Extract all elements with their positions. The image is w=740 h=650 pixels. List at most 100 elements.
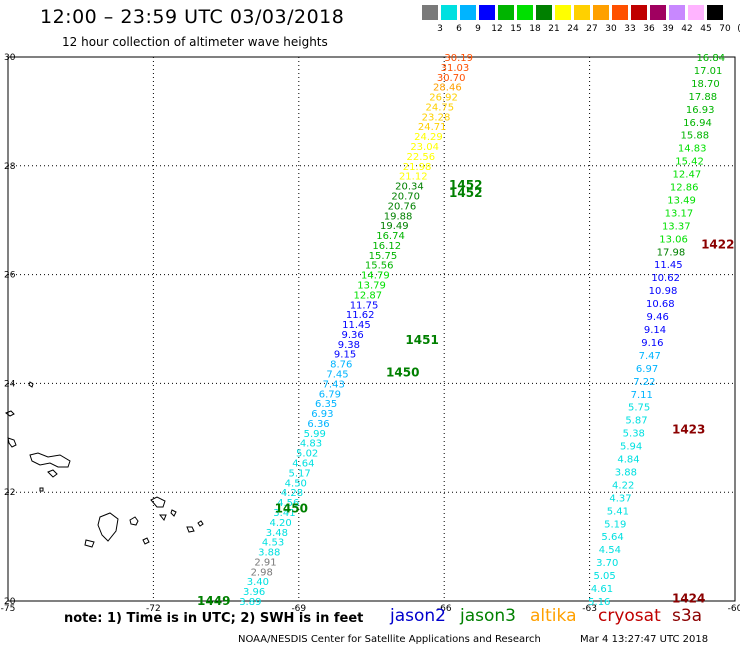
pass-time-label: 1451 bbox=[405, 333, 438, 347]
wave-height-label: 7.22 bbox=[633, 377, 655, 388]
wave-height-label: 9.15 bbox=[334, 350, 356, 361]
wave-height-label: 11.45 bbox=[342, 320, 371, 331]
wave-height-label: 18.70 bbox=[691, 79, 720, 90]
wave-height-label: 10.98 bbox=[649, 286, 678, 297]
scale-label: 24 bbox=[567, 24, 579, 34]
wave-height-label: 28.46 bbox=[433, 83, 462, 94]
scale-swatch bbox=[555, 5, 571, 20]
lat-tick-label: 24 bbox=[4, 379, 16, 389]
wave-height-label: 12.87 bbox=[353, 290, 382, 301]
wave-height-label: 3.70 bbox=[596, 558, 618, 569]
scale-label: 15 bbox=[510, 24, 522, 34]
wave-height-label: 6.93 bbox=[311, 409, 333, 420]
wave-height-label: 4.61 bbox=[591, 584, 613, 595]
wave-height-label: 8.76 bbox=[330, 360, 352, 371]
island-shape bbox=[170, 509, 177, 517]
wave-height-label: 3.48 bbox=[266, 528, 288, 539]
island-shape bbox=[47, 469, 58, 478]
wave-height-label: 17.98 bbox=[657, 247, 686, 258]
wave-height-label: 5.19 bbox=[604, 519, 626, 530]
wave-height-label: 4.50 bbox=[285, 478, 307, 489]
footer-timestamp: Mar 4 13:27:47 UTC 2018 bbox=[580, 634, 709, 645]
wave-height-label: 23.04 bbox=[410, 142, 439, 153]
wave-height-label: 4.53 bbox=[262, 538, 284, 549]
scale-label: 6 bbox=[456, 24, 462, 34]
scale-swatch bbox=[441, 5, 457, 20]
scale-label: 45 bbox=[700, 24, 712, 34]
island-shape bbox=[4, 410, 15, 417]
scale-swatch bbox=[707, 5, 723, 20]
satellite-s3a: s3a bbox=[672, 606, 703, 626]
map-frame bbox=[7, 56, 736, 602]
wave-height-label: 3.88 bbox=[258, 548, 280, 559]
scale-swatch bbox=[631, 5, 647, 20]
lat-tick-label: 20 bbox=[4, 597, 16, 607]
lon-tick-label: -69 bbox=[291, 604, 306, 614]
scale-label: 33 bbox=[624, 24, 636, 34]
wave-height-label: 3.41 bbox=[273, 508, 295, 519]
wave-height-label: 4.20 bbox=[270, 518, 292, 529]
island-shape bbox=[197, 520, 204, 527]
scale-label: 3 bbox=[437, 24, 443, 34]
altimeter-tracks: 3.893.963.402.982.913.884.533.484.203.41… bbox=[239, 53, 725, 608]
wave-height-label: 24.75 bbox=[425, 102, 454, 113]
scale-label: 21 bbox=[548, 24, 560, 34]
wave-height-label: 16.94 bbox=[683, 118, 712, 129]
pass-time-label: 1452 bbox=[449, 178, 482, 192]
wave-height-label: 15.88 bbox=[681, 131, 710, 142]
wave-height-label: 9.46 bbox=[647, 312, 669, 323]
scale-swatch bbox=[688, 5, 704, 20]
wave-height-label: 4.28 bbox=[281, 488, 303, 499]
wave-height-label: 15.56 bbox=[365, 261, 394, 272]
wave-height-label: 5.02 bbox=[296, 449, 318, 460]
wave-height-label: 16.12 bbox=[372, 241, 401, 252]
wave-height-label: 4.54 bbox=[599, 545, 621, 556]
scale-swatch bbox=[650, 5, 666, 20]
map-grid: -75 -72 -69 -66 -63 -60 30 28 26 24 22 20 bbox=[1, 53, 740, 614]
wave-height-label: 26.92 bbox=[429, 93, 458, 104]
scale-label: 27 bbox=[586, 24, 598, 34]
wave-height-label: 19.49 bbox=[380, 221, 409, 232]
wave-height-label: 11.62 bbox=[346, 310, 375, 321]
page-subtitle: 12 hour collection of altimeter wave hei… bbox=[62, 35, 328, 49]
scale-swatch bbox=[517, 5, 533, 20]
wave-height-label: 5.17 bbox=[288, 468, 310, 479]
wave-height-label: 30.19 bbox=[444, 53, 473, 64]
island-shape bbox=[7, 437, 17, 448]
wave-height-label: 7.43 bbox=[323, 379, 345, 390]
wave-height-label: 30.70 bbox=[437, 73, 466, 84]
scale-swatch bbox=[422, 5, 438, 20]
scale-label: 12 bbox=[491, 24, 503, 34]
wave-height-label: 21.98 bbox=[403, 162, 432, 173]
lon-tick-label: -60 bbox=[728, 604, 740, 614]
coastline bbox=[4, 381, 204, 548]
wave-height-label: 9.16 bbox=[641, 338, 663, 349]
wave-height-label: 5.41 bbox=[607, 506, 629, 517]
wave-height-label: 16.84 bbox=[696, 53, 725, 64]
wave-height-label: 2.98 bbox=[251, 567, 273, 578]
units-note: note: 1) Time is in UTC; 2) SWH is in fe… bbox=[64, 611, 364, 626]
wave-height-label: 13.06 bbox=[659, 234, 688, 245]
wave-height-label: 12.47 bbox=[673, 170, 702, 181]
island-shape bbox=[158, 514, 167, 521]
wave-height-label: 23.28 bbox=[422, 112, 451, 123]
pass-time-label: 1449 bbox=[197, 594, 230, 608]
pass-time-label: 1450 bbox=[386, 366, 419, 380]
pass-time-label: 1422 bbox=[701, 238, 734, 252]
lon-tick-label: -66 bbox=[437, 604, 452, 614]
scale-label: 42 bbox=[681, 24, 693, 34]
wave-height-label: 6.97 bbox=[636, 364, 658, 375]
wave-height-label: 15.75 bbox=[369, 251, 398, 262]
wave-height-label: 10.68 bbox=[646, 299, 675, 310]
wave-height-label: 19.88 bbox=[384, 211, 413, 222]
wave-height-label: 7.45 bbox=[326, 370, 348, 381]
island-shape bbox=[84, 539, 95, 548]
wave-height-label: 13.17 bbox=[665, 208, 694, 219]
satellite-cryosat: cryosat bbox=[598, 606, 661, 626]
wave-height-label: 5.38 bbox=[623, 429, 645, 440]
lat-tick-label: 26 bbox=[4, 271, 16, 281]
wave-height-label: 7.47 bbox=[639, 351, 661, 362]
wave-height-label: 31.03 bbox=[441, 63, 470, 74]
wave-height-label: 24.29 bbox=[414, 132, 443, 143]
